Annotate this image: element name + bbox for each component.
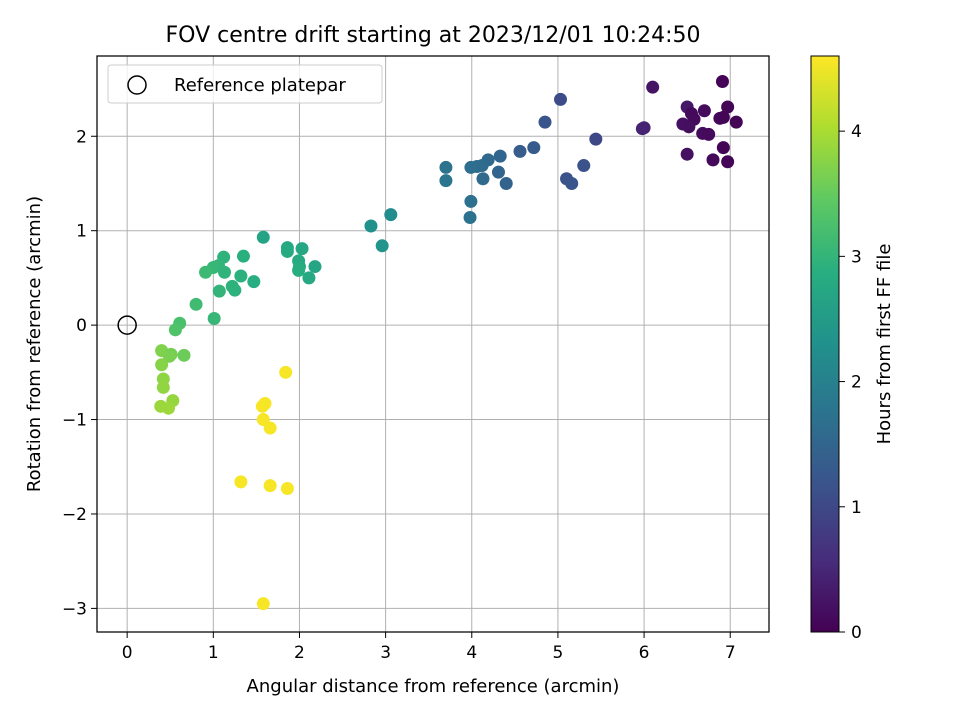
- data-point: [491, 165, 505, 179]
- data-point: [280, 244, 294, 258]
- reference-marker-layer: [117, 315, 137, 335]
- data-point: [308, 260, 322, 274]
- y-tick-label: 0: [76, 316, 87, 336]
- grid: [97, 56, 769, 632]
- reference-platepar-marker: [117, 315, 137, 335]
- data-point: [302, 271, 316, 285]
- data-point: [256, 230, 270, 244]
- x-axis-ticks: 0 1 2 3 4 5 6 7: [122, 632, 736, 663]
- data-point: [565, 176, 579, 190]
- data-point: [236, 249, 250, 263]
- data-point: [706, 153, 720, 167]
- data-point: [554, 92, 568, 106]
- data-point: [212, 284, 226, 298]
- data-point: [493, 149, 507, 163]
- data-point: [199, 265, 213, 279]
- y-tick-label: 2: [76, 127, 87, 147]
- legend: Reference platepar: [107, 64, 383, 104]
- legend-label: Reference platepar: [174, 75, 346, 96]
- data-point: [207, 312, 221, 326]
- data-point: [155, 358, 169, 372]
- y-tick-label: −3: [62, 599, 87, 619]
- data-point: [589, 132, 603, 146]
- data-point: [635, 122, 649, 136]
- data-point: [513, 144, 527, 158]
- y-tick-label: −1: [62, 411, 87, 431]
- data-point: [729, 115, 743, 129]
- colorbar-ticks: 0 1 2 3 4: [839, 122, 862, 643]
- data-point: [234, 475, 248, 489]
- colorbar-tick-label: 1: [851, 498, 862, 518]
- legend-marker-reference-icon: [127, 75, 147, 95]
- data-point: [255, 399, 269, 413]
- x-tick-label: 0: [122, 643, 133, 663]
- colorbar-label: Hours from first FF file: [874, 244, 895, 445]
- x-tick-label: 7: [725, 643, 736, 663]
- colorbar-tick-label: 3: [851, 247, 862, 267]
- y-tick-label: 1: [76, 222, 87, 242]
- data-point: [375, 239, 389, 253]
- data-point: [292, 263, 306, 277]
- data-point: [263, 479, 277, 493]
- data-point: [715, 74, 729, 88]
- data-point: [364, 219, 378, 233]
- x-tick-label: 4: [466, 643, 477, 663]
- data-point: [538, 115, 552, 129]
- data-point: [177, 348, 191, 362]
- y-axis-ticks: −3 −2 −1 0 1 2: [62, 127, 97, 619]
- data-point: [721, 155, 735, 169]
- data-point: [716, 141, 730, 155]
- data-point: [682, 120, 696, 134]
- colorbar-gradient: [810, 55, 840, 633]
- data-point: [168, 323, 182, 337]
- colorbar-tick-label: 2: [851, 373, 862, 393]
- data-point: [280, 481, 294, 495]
- data-point: [577, 159, 591, 173]
- data-point: [439, 160, 453, 174]
- data-point: [527, 141, 541, 155]
- data-point: [499, 176, 513, 190]
- colorbar: 0 1 2 3 4 Hours from first FF file: [810, 55, 895, 643]
- data-point: [721, 100, 735, 114]
- x-tick-label: 1: [208, 643, 219, 663]
- data-point: [295, 242, 309, 256]
- data-point: [263, 421, 277, 435]
- data-points: [154, 74, 743, 611]
- data-point: [384, 208, 398, 222]
- data-point: [680, 147, 694, 161]
- data-point: [464, 160, 478, 174]
- x-tick-label: 6: [639, 643, 650, 663]
- data-point: [162, 401, 176, 415]
- chart-title: FOV centre drift starting at 2023/12/01 …: [166, 23, 701, 48]
- data-point: [228, 283, 242, 297]
- data-point: [439, 174, 453, 188]
- x-tick-label: 2: [294, 643, 305, 663]
- x-tick-label: 3: [380, 643, 391, 663]
- colorbar-tick-label: 4: [851, 122, 862, 142]
- data-point: [476, 172, 490, 186]
- data-point: [702, 127, 716, 141]
- plot-frame: [96, 55, 770, 633]
- data-point: [716, 110, 730, 124]
- data-point: [247, 275, 261, 289]
- y-axis-label: Rotation from reference (arcmin): [24, 196, 45, 492]
- data-point: [234, 269, 248, 283]
- x-axis-label: Angular distance from reference (arcmin): [247, 676, 620, 697]
- data-point: [256, 597, 270, 611]
- legend-box: [107, 64, 383, 104]
- x-tick-label: 5: [553, 643, 564, 663]
- data-point: [646, 80, 660, 94]
- data-point: [218, 265, 232, 279]
- data-point: [156, 380, 170, 394]
- colorbar-tick-label: 0: [851, 623, 862, 643]
- y-tick-label: −2: [62, 505, 87, 525]
- data-point: [162, 349, 176, 363]
- data-point: [463, 210, 477, 224]
- data-point: [279, 365, 293, 379]
- data-point: [189, 297, 203, 311]
- data-point: [697, 104, 711, 118]
- data-point: [464, 194, 478, 208]
